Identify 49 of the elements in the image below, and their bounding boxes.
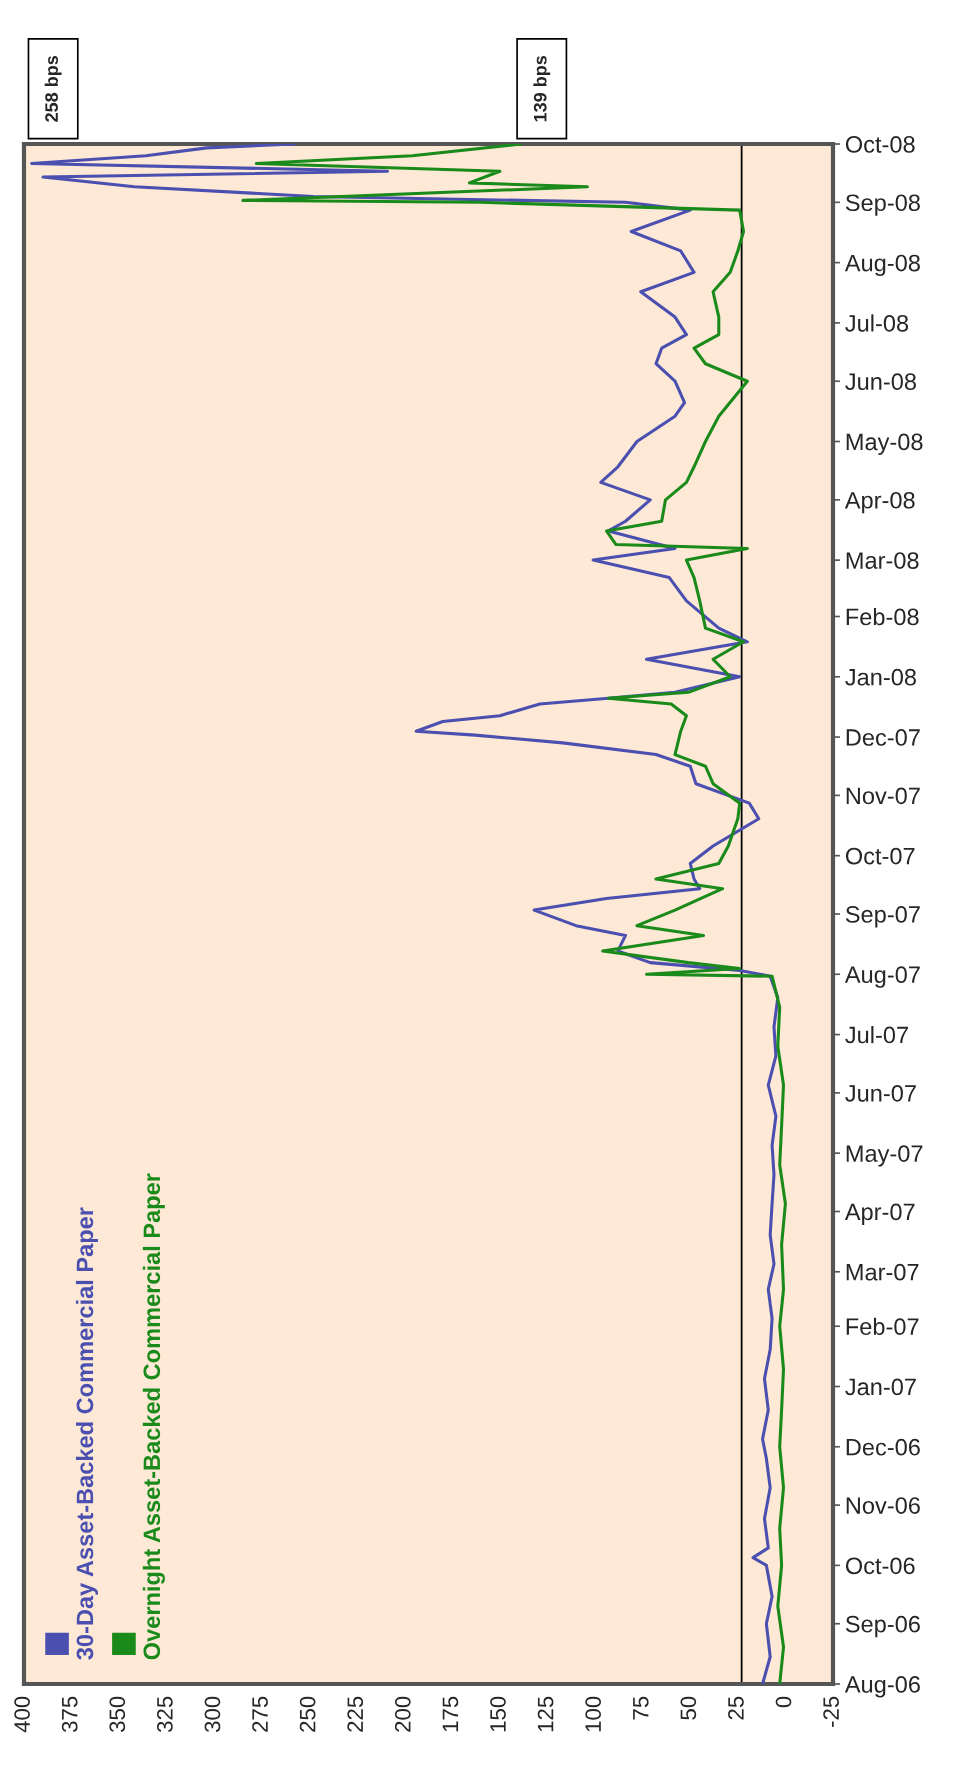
x-tick-label: 0 xyxy=(775,1696,792,1708)
y-tick-label: Jun-08 xyxy=(845,373,916,391)
x-tick-label: 25 xyxy=(728,1696,744,1720)
y-tick-label: Aug-08 xyxy=(844,254,920,277)
x-tick-label: 150 xyxy=(490,1696,506,1732)
y-tick-label: Jan-07 xyxy=(845,1378,916,1396)
x-tick-label: 350 xyxy=(109,1696,126,1733)
x-tick-label: 275 xyxy=(252,1696,268,1732)
x-tick-label: 175 xyxy=(442,1696,459,1732)
x-tick-label: 225 xyxy=(347,1696,364,1732)
y-tick-label: Aug-07 xyxy=(844,966,920,988)
x-tick-label: 50 xyxy=(680,1696,697,1720)
y-tick-label: Mar-07 xyxy=(846,1263,919,1281)
text: Overnight Asset-Backed Commercial Paper xyxy=(142,1173,165,1660)
x-tick-label: 400 xyxy=(14,1696,30,1733)
y-tick-label: Jun-07 xyxy=(845,1084,916,1102)
y-tick-label: Feb-08 xyxy=(846,607,919,626)
y-tick-label: Apr-07 xyxy=(844,1203,915,1225)
x-tick-label: 125 xyxy=(537,1696,554,1732)
y-tick-label: Oct-08 xyxy=(845,136,915,153)
x-tick-label: 250 xyxy=(299,1696,316,1732)
x-tick-label: 75 xyxy=(633,1696,649,1720)
y-tick-label: Feb-07 xyxy=(846,1317,919,1336)
x-tick-label: -25 xyxy=(823,1696,839,1727)
x-tick-label: 325 xyxy=(156,1696,173,1733)
text: 30-Day Asset-Backed Commercial Paper xyxy=(75,1207,98,1660)
text: 139 bps xyxy=(533,55,551,122)
y-tick-label: Apr-08 xyxy=(844,491,915,514)
text: 258 bps xyxy=(44,55,62,122)
y-tick-label: Mar-08 xyxy=(846,552,919,569)
y-tick-label: May-08 xyxy=(846,433,923,455)
y-tick-label: Nov-06 xyxy=(846,1497,920,1514)
x-tick-label: 100 xyxy=(585,1696,602,1732)
x-tick-label: 300 xyxy=(204,1696,221,1733)
y-tick-label: Oct-06 xyxy=(845,1557,915,1575)
y-tick-label: Sep-06 xyxy=(845,1615,920,1638)
y-tick-label: Jul-07 xyxy=(845,1026,908,1044)
y-tick-label: May-07 xyxy=(846,1145,923,1167)
y-tick-label: Sep-08 xyxy=(845,194,920,216)
y-tick-label: Jan-08 xyxy=(845,668,916,686)
y-tick-label: Jul-08 xyxy=(845,314,909,332)
y-tick-label: Aug-06 xyxy=(844,1676,920,1698)
y-tick-label: Sep-07 xyxy=(845,906,920,928)
y-tick-label: Dec-06 xyxy=(846,1438,920,1456)
x-tick-label: 375 xyxy=(61,1696,78,1733)
y-tick-label: Nov-07 xyxy=(846,787,920,805)
x-tick-label: 200 xyxy=(394,1696,411,1732)
y-tick-label: Dec-07 xyxy=(846,729,920,746)
y-tick-label: Oct-07 xyxy=(845,847,915,865)
